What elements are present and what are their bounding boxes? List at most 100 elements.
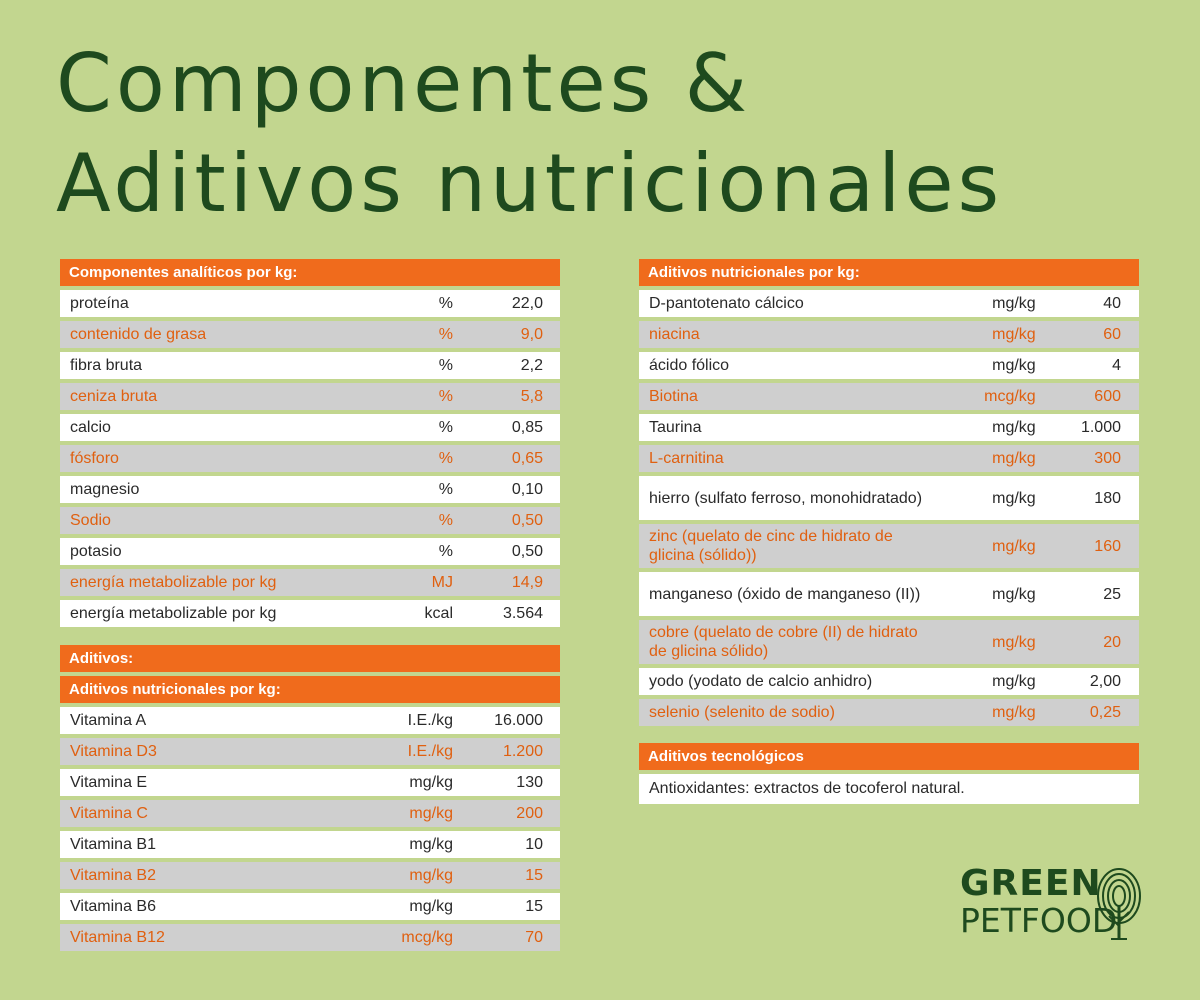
table-row: potasio% 0,50: [60, 538, 560, 565]
table-row: Vitamina A I.E./kg 16.000: [60, 707, 560, 734]
analytic-components-table: Componentes analíticos por kg: proteína%…: [60, 259, 560, 631]
table-row: proteína% 22,0: [60, 290, 560, 317]
row-value: 14,9: [511, 573, 543, 591]
row-name: niacina: [649, 325, 700, 343]
row-name: manganeso (óxido de manganeso (II)): [649, 585, 921, 603]
row-value: 9,0: [520, 325, 543, 343]
table-row: Vitamina E mg/kg 130: [60, 769, 560, 796]
table-row: yodo (yodato de calcio anhidro) mg/kg 2,00: [639, 668, 1139, 695]
row-unit: %: [438, 542, 453, 560]
row-name: ácido fólico: [649, 356, 730, 374]
row-value: 2,00: [1089, 672, 1121, 690]
row-unit: mg/kg: [992, 356, 1036, 374]
table-row: hierro (sulfato ferroso, monohidratado) m…: [639, 476, 1139, 520]
row-name: hierro (sulfato ferroso, monohidratado): [649, 489, 923, 507]
table-row: manganeso (óxido de manganeso (II)) mg/kg…: [639, 572, 1139, 616]
row-name: D-pantotenato cálcico: [649, 294, 804, 312]
table-row: selenio (selenito de sodio) mg/kg 0,25: [639, 699, 1139, 726]
row-value: 130: [516, 773, 543, 791]
row-name: Vitamina A: [70, 711, 147, 729]
row-unit: mg/kg: [992, 703, 1036, 721]
row-unit: I.E./kg: [407, 742, 453, 760]
row-name: Taurina: [649, 418, 702, 436]
row-unit: mg/kg: [992, 537, 1036, 555]
row-value: 15: [525, 897, 543, 915]
row-name: ceniza bruta: [70, 387, 158, 405]
row-name: yodo (yodato de calcio anhidro): [649, 672, 873, 690]
row-name: energía metabolizable por kg: [70, 573, 277, 591]
row-value: 1.200: [502, 742, 543, 760]
row-value: 2,2: [520, 356, 543, 374]
green-petfood-logo: GREEN PETFOOD: [960, 866, 1150, 946]
row-value: 16.000: [494, 711, 543, 729]
row-name: Vitamina E: [70, 773, 148, 791]
row-name: Vitamina B6: [70, 897, 156, 915]
table-row: cobre (quelato de cobre (II) de hidrato …: [639, 620, 1139, 664]
row-unit: %: [438, 511, 453, 529]
row-unit: mg/kg: [992, 585, 1036, 603]
table-row: ácido fólico mg/kg 4: [639, 352, 1139, 379]
row-unit: mg/kg: [409, 866, 453, 884]
row-value: 40: [1103, 294, 1121, 312]
row-unit: mg/kg: [409, 804, 453, 822]
table-row: Vitamina C mg/kg 200: [60, 800, 560, 827]
row-unit: mg/kg: [992, 449, 1036, 467]
logo-wordmark: GREEN PETFOOD: [960, 866, 1117, 940]
row-unit: kcal: [424, 604, 453, 622]
table-row: D-pantotenato cálcico mg/kg 40: [639, 290, 1139, 317]
row-name: Vitamina B2: [70, 866, 156, 884]
row-value: 0,50: [511, 511, 543, 529]
tree-fingerprint-icon: [1097, 868, 1141, 940]
row-unit: I.E./kg: [407, 711, 453, 729]
row-name: fibra bruta: [70, 356, 143, 374]
row-value: 0,10: [511, 480, 543, 498]
table-row: Vitamina B12 mcg/kg 70: [60, 924, 560, 951]
table-row: Vitamina B2 mg/kg 15: [60, 862, 560, 889]
table-row: contenido de grasa% 9,0: [60, 321, 560, 348]
logo-line-green: GREEN: [960, 863, 1102, 904]
row-name: Vitamina D3: [70, 742, 157, 760]
row-unit: %: [438, 356, 453, 374]
row-name: selenio (selenito de sodio): [649, 703, 835, 721]
row-unit: mg/kg: [409, 835, 453, 853]
row-unit: mg/kg: [409, 773, 453, 791]
row-value: 70: [525, 928, 543, 946]
table-row: Vitamina D3 I.E./kg 1.200: [60, 738, 560, 765]
row-name: magnesio: [70, 480, 140, 498]
table-row: calcio% 0,85: [60, 414, 560, 441]
table-row: Sodio% 0,50: [60, 507, 560, 534]
row-name: contenido de grasa: [70, 325, 207, 343]
table-row: Vitamina B1 mg/kg 10: [60, 831, 560, 858]
nutritional-additives-table: Aditivos nutricionales por kg: D-pantote…: [639, 259, 1139, 730]
technological-additives-text: Antioxidantes: extractos de tocoferol na…: [639, 774, 1139, 804]
row-name: Vitamina B12: [70, 928, 165, 946]
row-value: 0,85: [511, 418, 543, 436]
row-unit: mg/kg: [992, 418, 1036, 436]
row-value: 20: [1103, 633, 1121, 651]
row-name: Biotina: [649, 387, 698, 405]
row-unit: mg/kg: [992, 633, 1036, 651]
row-name: energía metabolizable por kg: [70, 604, 277, 622]
row-unit: MJ: [431, 573, 453, 591]
table-row: fibra bruta% 2,2: [60, 352, 560, 379]
table-row: magnesio% 0,10: [60, 476, 560, 503]
table-row: energía metabolizable por kg MJ 14,9: [60, 569, 560, 596]
row-unit: %: [438, 449, 453, 467]
row-value: 600: [1094, 387, 1121, 405]
row-unit: mg/kg: [409, 897, 453, 915]
row-value: 0,25: [1089, 703, 1121, 721]
row-unit: %: [438, 325, 453, 343]
row-name: cobre (quelato de cobre (II) de hidrato …: [649, 624, 918, 660]
row-value: 60: [1103, 325, 1121, 343]
row-name: Vitamina B1: [70, 835, 156, 853]
table-row: ceniza bruta% 5,8: [60, 383, 560, 410]
analytic-components-header: Componentes analíticos por kg:: [60, 259, 560, 286]
table-row: zinc (quelato de cinc de hidrato de glic…: [639, 524, 1139, 568]
row-name: calcio: [70, 418, 111, 436]
row-value: 22,0: [511, 294, 543, 312]
additives-table: Aditivos: Aditivos nutricionales por kg:…: [60, 645, 560, 955]
row-unit: mg/kg: [992, 672, 1036, 690]
row-value: 180: [1094, 489, 1121, 507]
row-name: potasio: [70, 542, 122, 560]
additives-subheader: Aditivos nutricionales por kg:: [60, 676, 560, 703]
